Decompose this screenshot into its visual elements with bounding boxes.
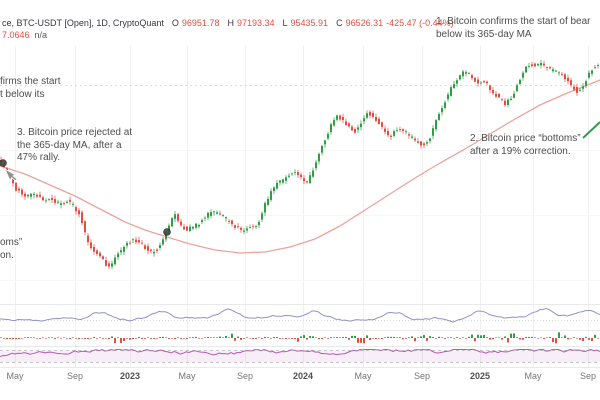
indicator-na: n/a xyxy=(34,30,48,40)
event-marker[interactable] xyxy=(0,159,7,167)
annotation-left-top-clipped: firms the start t below its xyxy=(0,76,61,100)
time-axis-label: Sep xyxy=(413,371,431,381)
change-value: -425.47 (-0.44%) xyxy=(386,18,454,28)
time-axis-label: May xyxy=(354,371,372,381)
time-axis-label: Sep xyxy=(236,371,254,381)
symbol-title: ce, BTC-USDT [Open], 1D, CryptoQuant xyxy=(2,18,164,28)
indicator-value: 7.0646 xyxy=(2,30,30,40)
legend-row-indicator: 7.0646 n/a xyxy=(2,30,457,40)
time-axis-label: Sep xyxy=(66,371,84,381)
time-axis-label: May xyxy=(178,371,196,381)
time-axis-label: 2024 xyxy=(292,371,314,381)
high-label: H xyxy=(227,18,234,28)
open-value: 96951.78 xyxy=(181,18,220,28)
symbol-legend[interactable]: ce, BTC-USDT [Open], 1D, CryptoQuant O 969… xyxy=(2,18,457,40)
close-label: C xyxy=(336,18,343,28)
annotation-3: 3. Bitcoin price rejected at the 365-day… xyxy=(17,127,133,163)
high-value: 97193.34 xyxy=(236,18,275,28)
time-axis-label: 2023 xyxy=(119,371,141,381)
time-axis-label: May xyxy=(6,371,24,381)
annotation-2: 2. Bitcoin price “bottoms” after a 19% c… xyxy=(470,133,581,157)
low-value: 95435.91 xyxy=(290,18,329,28)
time-axis-label: 2025 xyxy=(469,371,491,381)
close-value: 96526.31 xyxy=(345,18,384,28)
event-marker[interactable] xyxy=(163,228,171,236)
open-label: O xyxy=(171,18,179,28)
drawn-trendline[interactable] xyxy=(582,121,600,139)
low-label: L xyxy=(282,18,288,28)
annotation-left-bottom-clipped: oms” on. xyxy=(0,237,23,261)
legend-row-ohlc: ce, BTC-USDT [Open], 1D, CryptoQuant O 969… xyxy=(2,18,457,28)
time-axis-label: Sep xyxy=(579,371,597,381)
annotation-1: 1. Bitcoin confirms the start of bear be… xyxy=(436,16,591,40)
time-axis-label: May xyxy=(524,371,542,381)
mouse-cursor-icon xyxy=(4,168,18,183)
